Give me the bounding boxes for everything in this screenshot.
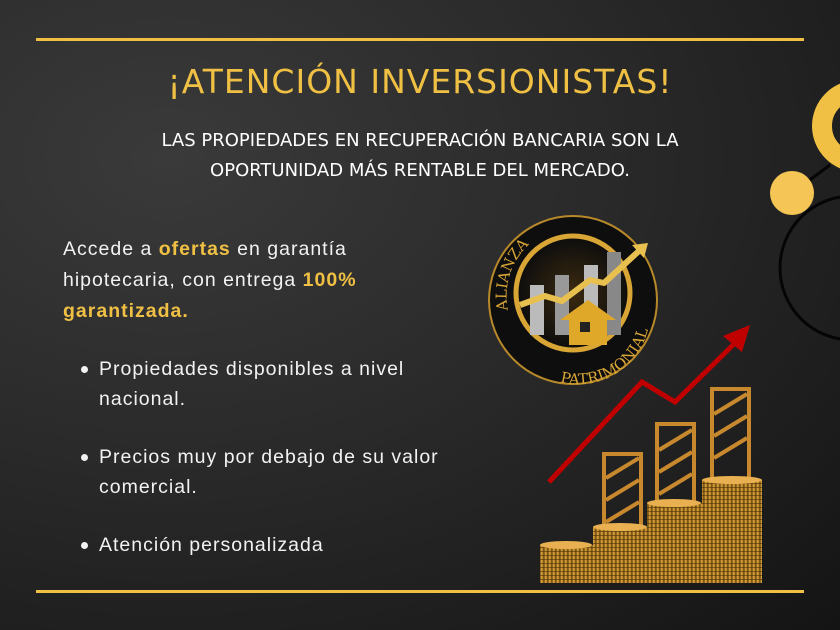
subtitle: LAS PROPIEDADES EN RECUPERACIÓN BANCARIA…: [100, 126, 740, 186]
page-title: ¡ATENCIÓN INVERSIONISTAS!: [167, 62, 673, 101]
trend-arrow-icon: [518, 247, 643, 308]
intro-highlight: 100% garantizada.: [63, 269, 357, 322]
growth-arrow: [547, 325, 750, 484]
top-divider: [36, 38, 804, 41]
coin-stacks: [540, 476, 762, 583]
intro-text: Accede a: [63, 238, 159, 260]
intro-paragraph: Accede a ofertas en garantía hipotecaria…: [63, 234, 443, 327]
subtitle-line: LAS PROPIEDADES EN RECUPERACIÓN BANCARIA…: [161, 130, 679, 151]
list-item: Propiedades disponibles a nivel nacional…: [80, 354, 460, 414]
intro-highlight: ofertas: [158, 238, 231, 260]
logo-emblem: ALIANZA PATRIMONIAL: [488, 215, 658, 389]
bottom-divider: [36, 590, 804, 593]
list-item: Atención personalizada: [80, 530, 460, 560]
intro-text: en garantía hipotecaria, con entrega: [63, 238, 347, 291]
subtitle-line: OPORTUNIDAD MÁS RENTABLE DEL MERCADO.: [210, 160, 630, 181]
house-icon: [560, 300, 616, 345]
benefits-list: Propiedades disponibles a nivel nacional…: [80, 354, 460, 588]
list-item: Precios muy por debajo de su valor comer…: [80, 442, 460, 502]
decorative-circles: [770, 83, 840, 341]
